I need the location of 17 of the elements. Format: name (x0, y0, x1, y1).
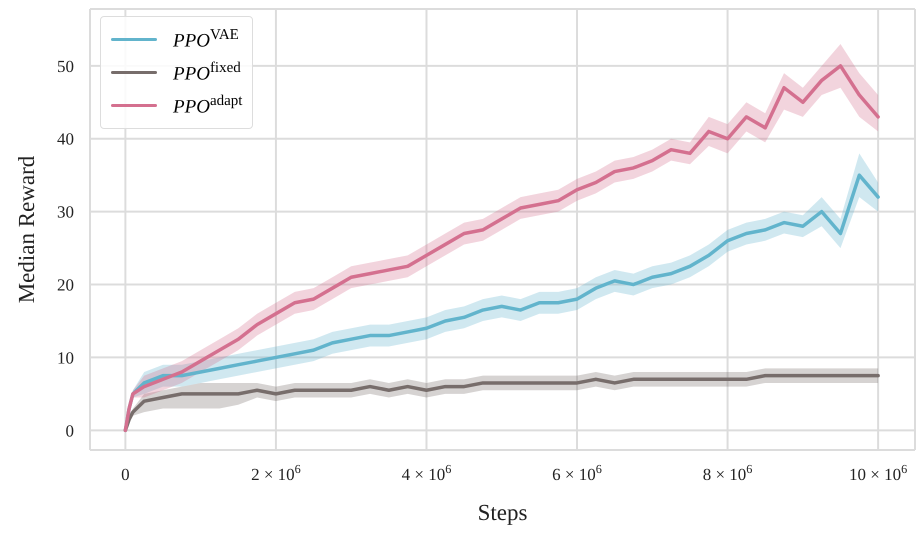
y-tick-label: 50 (57, 56, 74, 76)
y-tick-label: 10 (57, 348, 74, 368)
y-axis-title: Median Reward (14, 155, 39, 304)
y-tick-label: 0 (66, 421, 74, 440)
y-tick-label: 20 (57, 276, 74, 295)
legend-label: PPO$^{adapt}$ (173, 92, 242, 118)
legend-label: PPO$^{VAE}$ (173, 26, 239, 52)
x-tick-label: 0 (121, 465, 130, 484)
legend-label: PPO$^{fixed}$ (173, 60, 241, 84)
y-tick-label: 40 (57, 130, 74, 149)
x-axis-title: Steps (478, 500, 528, 525)
x-tick-label: 6 × 10$^{6}$ (552, 462, 602, 484)
x-tick-label: 10 × 10$^{6}$ (849, 462, 908, 484)
x-tick-label: 8 × 10$^{6}$ (702, 462, 752, 484)
x-tick-label: 4 × 10$^{6}$ (402, 462, 452, 484)
x-tick-label: 2 × 10$^{6}$ (251, 462, 301, 484)
y-tick-label: 30 (57, 202, 74, 222)
